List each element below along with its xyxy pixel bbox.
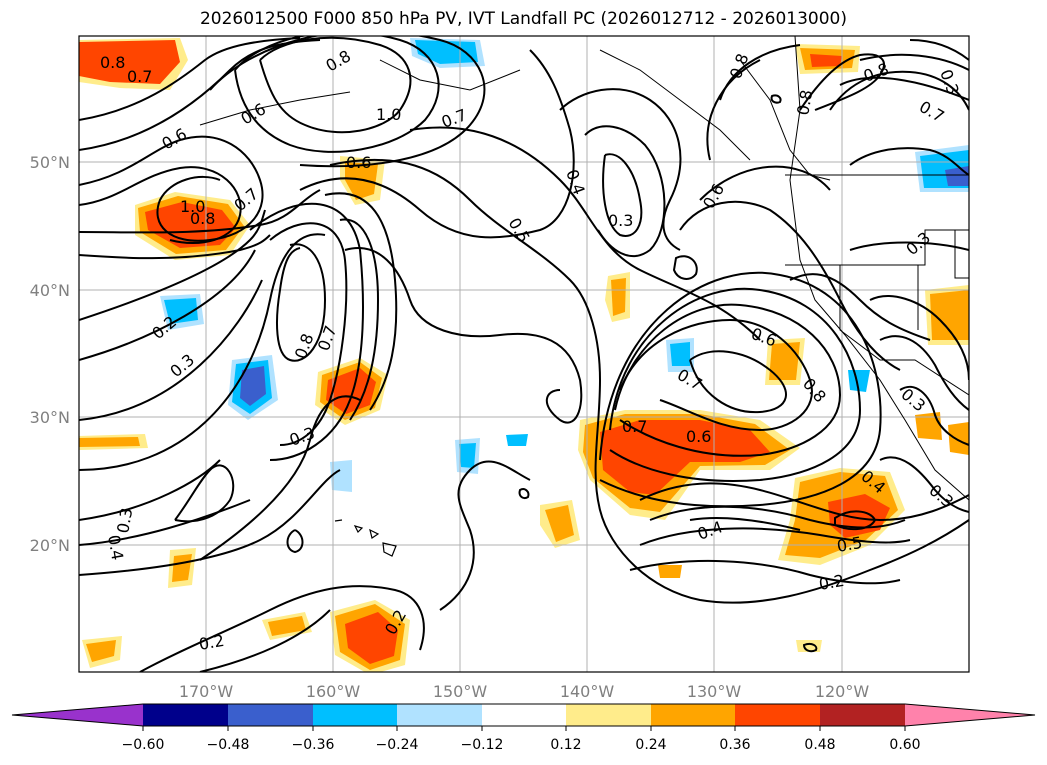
colorbar-tick: 0.12 <box>550 737 581 753</box>
negative-shading <box>160 38 969 492</box>
map-title: 2026012500 F000 850 hPa PV, IVT Landfall… <box>199 9 847 29</box>
lon-label: 140°W <box>560 682 615 701</box>
contour-label: 1.0 <box>180 197 205 216</box>
contour-label: 0.6 <box>686 427 711 446</box>
pv-contours <box>79 36 969 672</box>
contour-label: 0.8 <box>190 209 215 228</box>
colorbar: −0.60 −0.48 −0.36 −0.24 −0.12 0.12 0.24 … <box>11 703 1036 753</box>
contour-label: 0.8 <box>100 53 125 72</box>
colorbar-tick: −0.60 <box>122 737 165 753</box>
lat-label: 40°N <box>30 281 70 300</box>
colorbar-tick: −0.12 <box>461 737 504 753</box>
lon-labels: 170°W 160°W 150°W 140°W 130°W 120°W <box>179 682 870 701</box>
contour-label: 1.0 <box>376 105 401 124</box>
contour-label: 0.4 <box>104 533 127 561</box>
lat-labels: 50°N 40°N 30°N 20°N <box>30 153 70 555</box>
lat-label: 50°N <box>30 153 70 172</box>
contour-label: 0.7 <box>622 417 647 436</box>
colorbar-tick: −0.24 <box>376 737 419 753</box>
contour-label: 0.7 <box>127 67 152 86</box>
lon-label: 150°W <box>433 682 488 701</box>
colorbar-extend-high <box>905 704 1035 726</box>
lon-label: 160°W <box>306 682 361 701</box>
contour-label: 0.5 <box>835 533 863 556</box>
lat-label: 20°N <box>30 536 70 555</box>
colorbar-tick: 0.48 <box>804 737 835 753</box>
coastlines <box>199 36 969 501</box>
colorbar-segment <box>313 704 397 726</box>
colorbar-extend-low <box>12 704 143 726</box>
colorbar-segment <box>228 704 313 726</box>
lon-label: 170°W <box>179 682 234 701</box>
colorbar-tick: 0.24 <box>635 737 666 753</box>
lat-label: 30°N <box>30 408 70 427</box>
colorbar-segment <box>566 704 651 726</box>
contour-label: 0.3 <box>113 506 136 534</box>
colorbar-tick: 0.36 <box>719 737 750 753</box>
hawaii-islands <box>334 519 397 557</box>
lon-label: 120°W <box>815 682 870 701</box>
contour-label: 0.3 <box>608 211 633 230</box>
contour-label: 0.2 <box>817 571 845 594</box>
contour-label: 0.6 <box>346 153 371 172</box>
colorbar-tick: 0.60 <box>889 737 920 753</box>
colorbar-segment <box>143 704 228 726</box>
colorbar-segment <box>651 704 735 726</box>
colorbar-segment <box>397 704 482 726</box>
colorbar-tick: −0.36 <box>292 737 335 753</box>
contour-label: 0.2 <box>197 631 225 654</box>
lon-label: 130°W <box>687 682 742 701</box>
colorbar-segment <box>820 704 905 726</box>
contour-label: 0.8 <box>793 88 816 116</box>
map-frame <box>78 35 970 673</box>
colorbar-segment <box>735 704 820 726</box>
colorbar-segment <box>482 704 566 726</box>
colorbar-tick: −0.48 <box>207 737 250 753</box>
